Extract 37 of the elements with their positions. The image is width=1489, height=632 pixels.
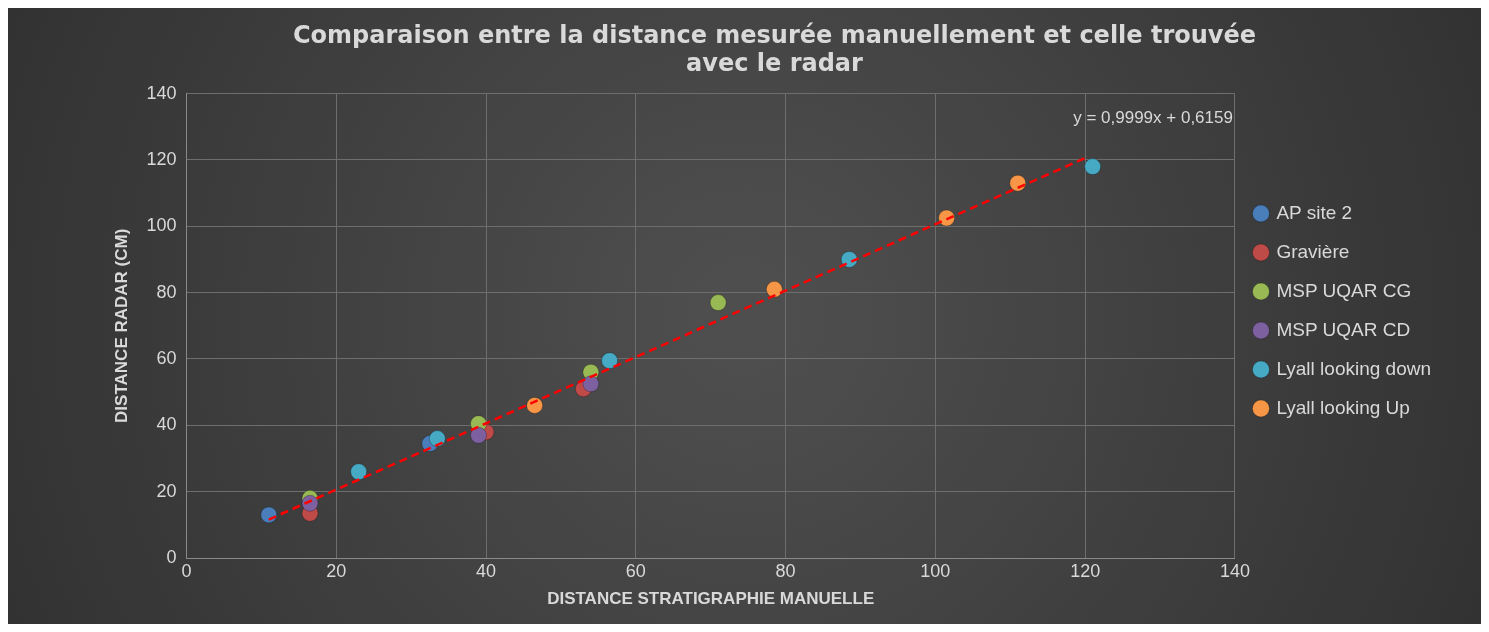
y-tick-label: 140: [146, 82, 177, 103]
y-tick-label: 100: [146, 215, 177, 236]
x-tick-label: 60: [625, 560, 646, 581]
point: [601, 352, 619, 370]
x-tick-label: 20: [326, 560, 347, 581]
y-tick-label: 120: [146, 148, 177, 169]
point: [1084, 158, 1102, 176]
point: [428, 430, 446, 448]
annotation: y = 0,9999x + 0,6159: [1073, 108, 1233, 128]
legend-label: AP site 2: [1276, 201, 1353, 223]
point: [709, 294, 727, 312]
y-tick-label: 20: [156, 480, 177, 501]
x-tick-label: 100: [920, 560, 951, 581]
y-tick-label: 0: [166, 546, 177, 567]
x-tick-label: 120: [1070, 560, 1101, 581]
x-axis-title: DISTANCE STRATIGRAPHIE MANUELLE: [547, 589, 875, 609]
y-axis-title: DISTANCE RADAR (CM): [111, 228, 131, 423]
point: [470, 426, 488, 444]
x-tick-label: 0: [181, 560, 192, 581]
point: [1009, 174, 1027, 192]
y-tick-label: 60: [156, 347, 177, 368]
y-tick-label: 40: [156, 414, 177, 435]
x-tick-label: 80: [775, 560, 796, 581]
point: [350, 463, 368, 481]
point: [582, 375, 600, 393]
point: [301, 494, 319, 512]
y-tick-label: 80: [156, 281, 177, 302]
x-tick-label: 140: [1219, 560, 1250, 581]
point: [765, 280, 783, 298]
legend-label: Lyall looking Up: [1276, 396, 1410, 418]
chart-title: Comparaison entre la distance mesurée manuellement et celle trouvée avec le radar: [292, 20, 1257, 78]
point: [260, 506, 278, 524]
legend-label: MSP UQAR CG: [1276, 279, 1412, 301]
legend-label: Gravière: [1276, 240, 1350, 262]
x-tick-label: 40: [475, 560, 497, 581]
legend-label: MSP UQAR CD: [1276, 318, 1411, 340]
legend-label: Lyall looking down: [1276, 357, 1431, 379]
